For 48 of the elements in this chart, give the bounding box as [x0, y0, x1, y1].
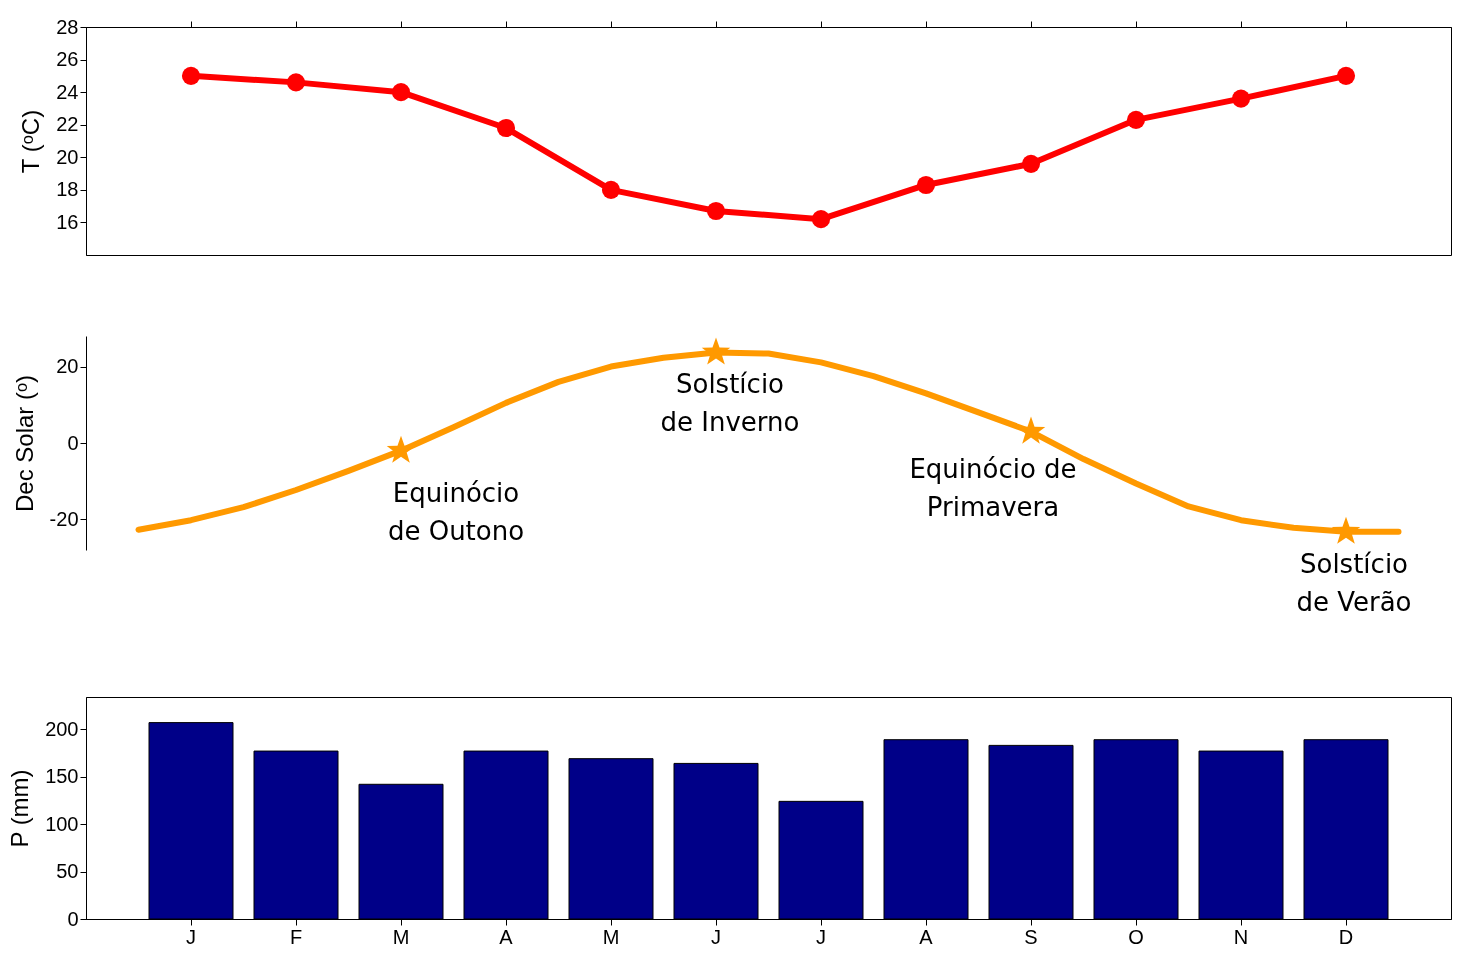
y-tick-label: 28 [56, 15, 79, 38]
point [1021, 154, 1041, 173]
y-tick-label: 0 [67, 907, 79, 930]
annotation: Solstício de Verão [1296, 548, 1412, 617]
point [496, 118, 516, 138]
y-tick-label: 18 [56, 178, 79, 201]
point [916, 175, 936, 195]
x-tick-label: O [1128, 925, 1144, 948]
y-tick-label: 150 [45, 765, 79, 788]
y-axis-title: Dec Solar (ᵒ) [10, 374, 38, 513]
y-tick-label: 22 [56, 113, 79, 136]
x-tick-label: J [186, 925, 196, 948]
point [811, 210, 831, 229]
point [601, 180, 621, 199]
annotation: Equinócio de Primavera [909, 453, 1077, 522]
y-tick-label: 16 [56, 210, 79, 233]
y-tick-label: 20 [56, 145, 79, 168]
point [1336, 66, 1356, 85]
point [701, 337, 731, 365]
point [1126, 110, 1146, 129]
y-axis-title: P (mm) [6, 769, 34, 848]
y-tick-label: -20 [49, 507, 79, 530]
y-axis-title: T (ᵒC) [17, 109, 45, 174]
x-tick-label: J [816, 925, 826, 948]
point [1331, 516, 1361, 544]
y-tick-label: 100 [45, 812, 79, 835]
x-tick-label: S [1024, 925, 1038, 948]
point [706, 201, 726, 221]
x-tick-label: F [289, 925, 303, 948]
annotation: Equinócio de Outono [387, 477, 525, 546]
y-tick-label: 20 [56, 355, 79, 378]
point [391, 83, 411, 102]
x-tick-label: N [1233, 925, 1249, 948]
y-tick-label: 24 [56, 80, 79, 103]
point [286, 73, 306, 92]
x-tick-label: A [499, 925, 514, 948]
annotation: Solstício de Inverno [660, 369, 800, 438]
x-tick-label: D [1338, 925, 1354, 948]
point [181, 66, 201, 85]
x-tick-label: J [711, 925, 721, 948]
point [1231, 89, 1251, 108]
x-tick-label: A [919, 925, 934, 948]
y-tick-label: 50 [56, 860, 79, 883]
y-tick-label: 26 [56, 48, 79, 71]
x-tick-label: M [602, 925, 620, 948]
y-tick-label: 0 [67, 431, 79, 454]
x-tick-label: M [392, 925, 410, 948]
y-tick-label: 200 [45, 717, 79, 740]
